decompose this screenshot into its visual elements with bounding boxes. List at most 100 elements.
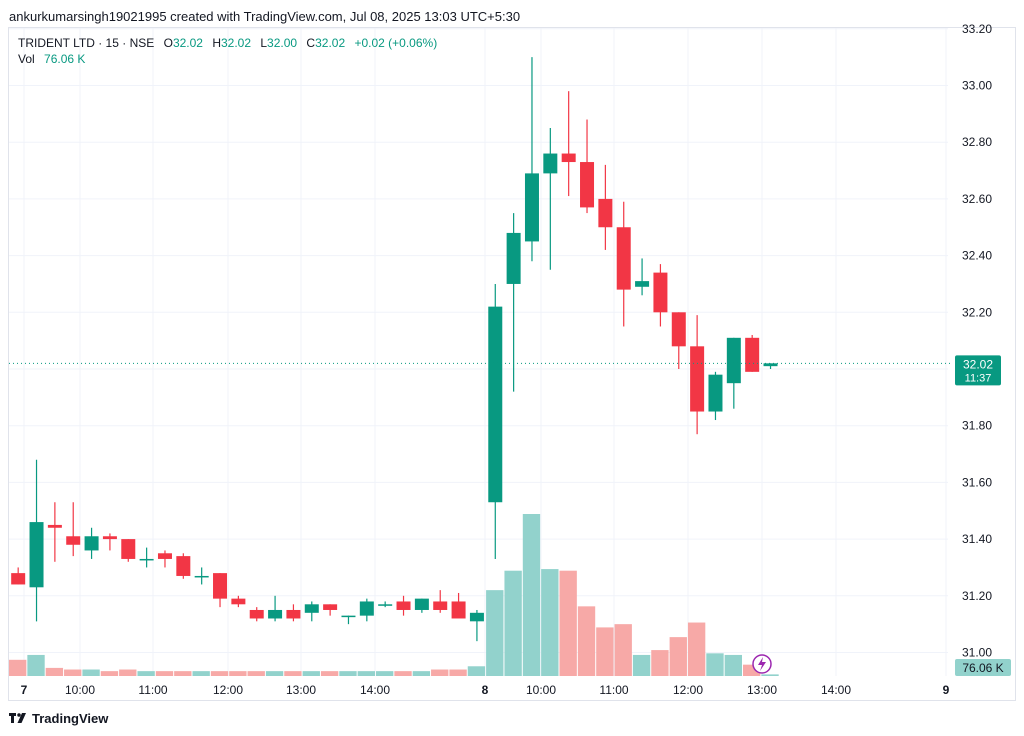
candle-down bbox=[561, 153, 576, 163]
change-value: +0.02 (+0.06%) bbox=[354, 36, 438, 50]
candle-down bbox=[396, 601, 411, 610]
volume-bar bbox=[119, 669, 137, 676]
time-tick-label: 10:00 bbox=[65, 683, 95, 697]
time-tick-label: 14:00 bbox=[360, 683, 390, 697]
volume-bar bbox=[64, 669, 82, 676]
volume-tag-value: 76.06 K bbox=[962, 661, 1003, 675]
volume-bar bbox=[467, 666, 486, 676]
lightning-icon[interactable] bbox=[752, 654, 772, 674]
low-value: 32.00 bbox=[267, 36, 298, 50]
time-axis: 7 10:00 11:00 12:00 13:00 14:00 8 10:00 11:00 12:… bbox=[21, 683, 950, 697]
price-tick-label: 31.60 bbox=[962, 475, 992, 489]
volume-bar bbox=[559, 570, 577, 676]
volume-bar bbox=[155, 671, 174, 676]
volume-row: Vol 76.06 K bbox=[18, 51, 437, 67]
volume-bar bbox=[376, 671, 394, 676]
volume-bar bbox=[632, 654, 651, 676]
volume-bar bbox=[541, 569, 559, 676]
volume-bar bbox=[596, 627, 614, 676]
candle-down bbox=[580, 162, 595, 208]
candle-down bbox=[157, 553, 172, 559]
time-tick-label: 8 bbox=[482, 683, 489, 697]
candle-up bbox=[506, 232, 521, 284]
time-tick-label: 7 bbox=[21, 683, 28, 697]
price-tick-label: 32.40 bbox=[962, 249, 992, 263]
candle-up bbox=[378, 604, 393, 606]
open-value: 32.02 bbox=[172, 36, 203, 50]
tradingview-logo-icon bbox=[9, 712, 26, 723]
volume-bars bbox=[9, 514, 779, 676]
candles bbox=[11, 57, 778, 642]
volume-bar bbox=[27, 654, 45, 676]
brand-label: TradingView bbox=[32, 711, 109, 726]
price-tick-label: 33.20 bbox=[962, 22, 992, 36]
candle-up bbox=[84, 536, 99, 551]
volume-bar bbox=[687, 622, 706, 676]
volume-bar bbox=[504, 570, 522, 676]
symbol-legend: TRIDENT LTD · 15 · NSE O32.02 H32.02 L32… bbox=[18, 35, 437, 67]
candle-up bbox=[414, 598, 429, 610]
high-value: 32.02 bbox=[220, 36, 252, 50]
volume-bar bbox=[45, 667, 64, 676]
time-tick-label: 9 bbox=[943, 683, 950, 697]
volume-tag: 76.06 K bbox=[955, 659, 1011, 676]
candle-up bbox=[29, 522, 44, 588]
candle-up bbox=[635, 281, 650, 287]
time-tick-label: 10:00 bbox=[526, 683, 556, 697]
candle-down bbox=[102, 536, 117, 540]
price-tick-label: 31.80 bbox=[962, 419, 992, 433]
candle-down bbox=[323, 604, 338, 610]
candle-up bbox=[763, 363, 778, 367]
time-tick-label: 12:00 bbox=[213, 683, 243, 697]
tradingview-brand[interactable]: TradingView bbox=[9, 711, 108, 726]
volume-bar bbox=[706, 653, 724, 676]
candle-down bbox=[690, 346, 705, 412]
price-axis: 31.0031.2031.4031.6031.8032.0032.2032.40… bbox=[962, 22, 992, 660]
volume-bar bbox=[302, 671, 320, 676]
high-label: H bbox=[212, 36, 221, 50]
candle-down bbox=[451, 601, 466, 619]
ohlc-row: TRIDENT LTD · 15 · NSE O32.02 H32.02 L32… bbox=[18, 35, 437, 51]
candle-down bbox=[249, 609, 264, 619]
candle-down bbox=[653, 272, 668, 313]
volume-bar bbox=[522, 514, 541, 676]
volume-bar bbox=[651, 650, 669, 676]
volume-bar bbox=[100, 671, 119, 676]
price-tick-label: 32.60 bbox=[962, 192, 992, 206]
volume-bar bbox=[431, 669, 449, 676]
candle-down bbox=[47, 524, 62, 528]
candle-down bbox=[286, 609, 301, 619]
chart-caption: ankurkumarsingh19021995 created with Tra… bbox=[9, 9, 521, 24]
price-tag-countdown: 11:37 bbox=[965, 372, 992, 384]
candle-up bbox=[341, 615, 356, 618]
candle-up bbox=[139, 558, 154, 561]
grid-lines bbox=[9, 28, 948, 676]
volume-bar bbox=[412, 671, 431, 676]
volume-bar bbox=[192, 671, 210, 676]
candle-down bbox=[213, 573, 228, 599]
volume-bar bbox=[210, 671, 229, 676]
time-tick-label: 13:00 bbox=[286, 683, 316, 697]
symbol-name[interactable]: TRIDENT LTD · 15 · NSE bbox=[18, 36, 155, 50]
volume-bar bbox=[9, 659, 27, 676]
volume-bar bbox=[137, 671, 155, 676]
price-tick-label: 32.20 bbox=[962, 305, 992, 319]
volume-bar bbox=[743, 664, 761, 676]
volume-bar bbox=[614, 624, 632, 676]
volume-bar bbox=[284, 671, 302, 676]
candle-up bbox=[268, 609, 283, 619]
chart-frame bbox=[8, 27, 1016, 701]
volume-bar bbox=[761, 674, 779, 676]
volume-bar bbox=[247, 671, 265, 676]
vol-label: Vol bbox=[18, 52, 35, 66]
candle-up bbox=[194, 575, 209, 578]
candle-up bbox=[726, 337, 741, 384]
price-tick-label: 31.40 bbox=[962, 532, 992, 546]
close-label: C bbox=[306, 36, 316, 50]
time-tick-label: 12:00 bbox=[673, 683, 703, 697]
volume-bar bbox=[669, 637, 687, 676]
candle-up bbox=[488, 306, 503, 503]
vol-value: 76.06 K bbox=[44, 52, 86, 66]
